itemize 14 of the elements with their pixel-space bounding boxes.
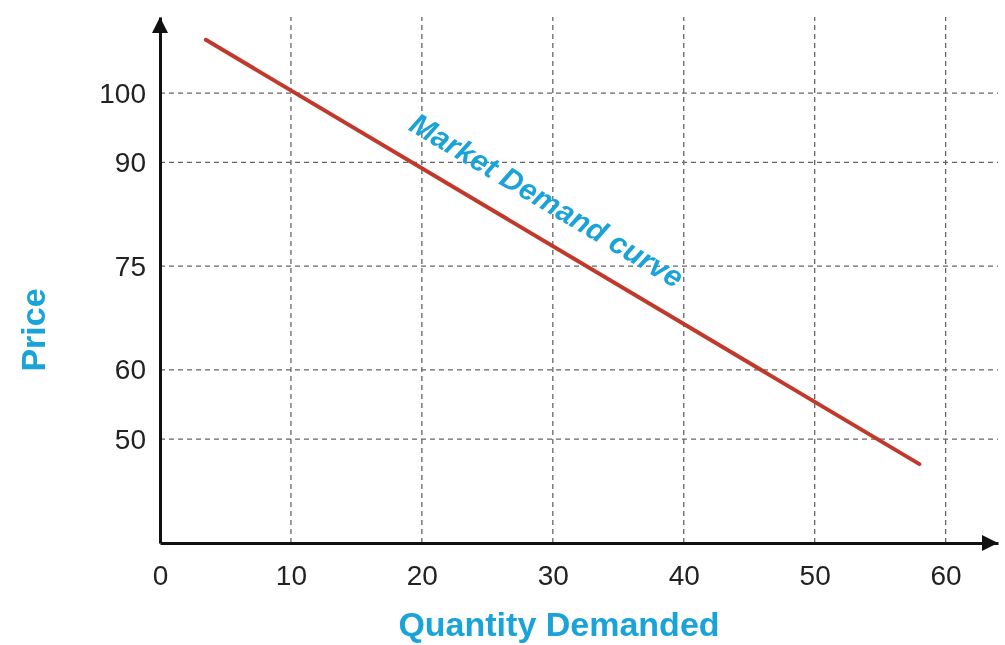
x-tick-label: 10 bbox=[275, 559, 308, 591]
y-tick-label: 90 bbox=[114, 146, 146, 178]
x-tick-label: 30 bbox=[537, 559, 569, 591]
y-tick-label: 100 bbox=[99, 77, 146, 109]
x-tick-label: 40 bbox=[668, 559, 700, 591]
y-tick-label: 50 bbox=[114, 423, 146, 455]
x-tick-label: 60 bbox=[930, 559, 962, 591]
x-tick-label: 20 bbox=[406, 559, 438, 591]
x-axis-title: Quantity Demanded bbox=[398, 605, 720, 643]
y-tick-label: 75 bbox=[114, 250, 146, 282]
y-axis-title: Price bbox=[14, 288, 52, 372]
x-tick-label: 0 bbox=[152, 559, 169, 591]
x-tick-label: 50 bbox=[799, 559, 831, 591]
y-tick-label: 60 bbox=[114, 354, 146, 386]
